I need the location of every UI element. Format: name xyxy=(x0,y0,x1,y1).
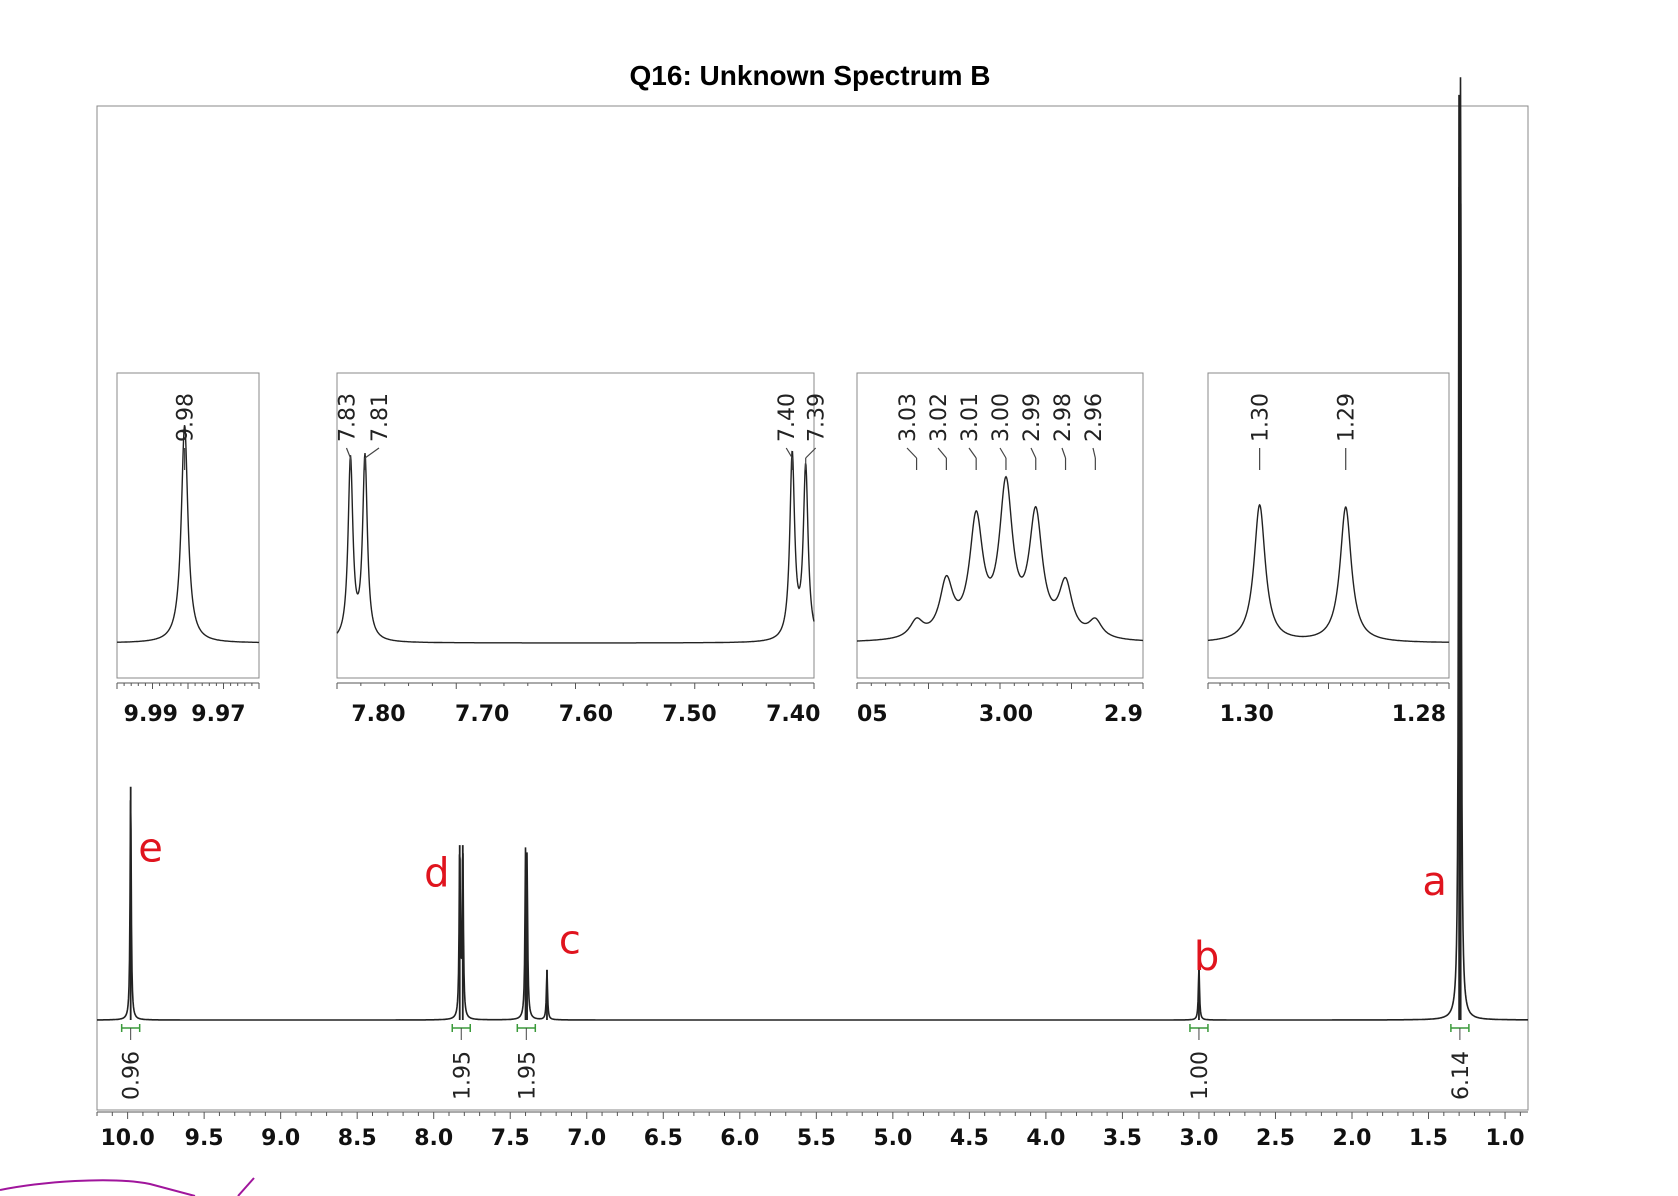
peak-annotations: e d c b a xyxy=(138,826,1447,980)
sketch-stroke xyxy=(237,1177,255,1196)
inset-aldehyde: 9.99 9.97 9.98 xyxy=(116,372,260,727)
inset-peak-leader xyxy=(364,447,380,459)
inset-tick-label: 1.28 xyxy=(1392,702,1446,727)
inset-peak-leader xyxy=(937,447,947,459)
inset-peak-leader xyxy=(1092,447,1096,459)
integral-value-0: 0.96 xyxy=(120,1051,145,1100)
inset-tick-label: 9.99 xyxy=(124,702,178,727)
inset-tick-label: 9.97 xyxy=(191,702,245,727)
inset-peak-leader xyxy=(1061,447,1067,459)
inset-tick-label: 7.50 xyxy=(662,702,716,727)
inset-panels: 9.99 9.97 9.98 7.80 7.70 7.60 7.50 7.40 7.83 7.81… xyxy=(116,372,1450,727)
inset-peak-label: 3.00 xyxy=(989,393,1014,442)
x-tick-label: 3.0 xyxy=(1179,1126,1218,1151)
x-tick-label: 5.5 xyxy=(797,1126,836,1151)
inset-peak-label: 9.98 xyxy=(174,393,199,442)
inset-peak-leader xyxy=(785,447,793,459)
x-tick-label: 7.5 xyxy=(491,1126,530,1151)
sketch-stroke xyxy=(0,1179,196,1196)
inset-tick-label: 1.30 xyxy=(1220,702,1274,727)
inset-peak-label: 3.01 xyxy=(958,393,983,442)
inset-tick-label: 05 xyxy=(857,702,888,727)
inset-tick-label: 3.00 xyxy=(979,702,1033,727)
integral-value-4: 6.14 xyxy=(1449,1051,1474,1100)
inset-peak-label: 7.39 xyxy=(805,393,830,442)
inset-peak-label: 7.81 xyxy=(368,393,393,442)
x-tick-label: 9.0 xyxy=(261,1126,300,1151)
inset-tick-label: 7.40 xyxy=(766,702,820,727)
annotation-e: e xyxy=(138,826,163,872)
inset-tick-label: 7.80 xyxy=(351,702,405,727)
x-tick-label: 1.0 xyxy=(1486,1126,1525,1151)
annotation-d: d xyxy=(424,851,449,897)
inset-peak-leader xyxy=(968,447,977,459)
inset-septet: 05 3.00 2.93.03 3.02 3.01 3.00 2.99 2.98 2.96 xyxy=(856,372,1144,727)
x-tick-label: 6.5 xyxy=(644,1126,683,1151)
x-tick-label: 8.5 xyxy=(338,1126,377,1151)
main-plot-frame xyxy=(96,105,1529,1111)
inset-peak-leader xyxy=(999,447,1007,459)
chart-title: Q16: Unknown Spectrum B xyxy=(629,60,991,91)
x-tick-label: 5.0 xyxy=(873,1126,912,1151)
inset-aromatic: 7.80 7.70 7.60 7.50 7.407.83 7.81 7.40 7.39 xyxy=(335,372,830,727)
integral-value-3: 1.00 xyxy=(1188,1051,1213,1100)
x-tick-label: 10.0 xyxy=(100,1126,154,1151)
x-tick-label: 4.5 xyxy=(950,1126,989,1151)
inset-peak-label: 7.83 xyxy=(335,393,360,442)
inset-tick-label: 7.60 xyxy=(559,702,613,727)
x-tick-label: 8.0 xyxy=(414,1126,453,1151)
x-tick-label: 2.0 xyxy=(1333,1126,1372,1151)
inset-peak-leader xyxy=(345,447,352,459)
inset-trace xyxy=(1207,503,1450,643)
inset-trace xyxy=(336,450,815,644)
x-tick-label: 6.0 xyxy=(720,1126,759,1151)
x-tick-label: 4.0 xyxy=(1026,1126,1065,1151)
x-tick-label: 9.5 xyxy=(185,1126,224,1151)
annotation-a: a xyxy=(1422,859,1447,905)
inset-peak-label: 3.02 xyxy=(927,393,952,442)
inset-peak-label: 2.98 xyxy=(1051,393,1076,442)
inset-trace xyxy=(857,475,1143,642)
handwritten-sketch xyxy=(0,1177,255,1196)
main-spectrum xyxy=(97,77,1528,1021)
x-tick-label: 1.5 xyxy=(1409,1126,1448,1151)
inset-peak-label: 2.99 xyxy=(1020,393,1045,442)
integral-markers: 0.96 1.95 1.95 1.00 6.14 xyxy=(120,1024,1474,1100)
x-axis: 10.0 9.5 9.0 8.5 8.0 7.5 7.0 6.5 6.0 5.5 5.0 4.5 4.0… xyxy=(96,1111,1528,1151)
inset-peak-label: 1.30 xyxy=(1249,393,1274,442)
inset-border xyxy=(1207,372,1450,679)
inset-tick-label: 7.70 xyxy=(455,702,509,727)
inset-peak-leader xyxy=(906,447,918,459)
annotation-b: b xyxy=(1194,934,1219,980)
integral-value-2: 1.95 xyxy=(515,1051,540,1100)
x-tick-label: 7.0 xyxy=(567,1126,606,1151)
inset-border xyxy=(336,372,815,679)
inset-peak-label: 1.29 xyxy=(1335,393,1360,442)
inset-tick-label: 2.9 xyxy=(1104,702,1143,727)
inset-peak-label: 7.40 xyxy=(775,393,800,442)
integral-value-1: 1.95 xyxy=(450,1051,475,1100)
inset-doublet: 1.30 1.28 1.30 1.29 xyxy=(1207,372,1450,727)
x-tick-label: 3.5 xyxy=(1103,1126,1142,1151)
inset-peak-label: 3.03 xyxy=(896,393,921,442)
inset-trace xyxy=(117,425,259,644)
annotation-c: c xyxy=(559,917,581,963)
inset-peak-leader xyxy=(1030,447,1037,459)
spectrum-trace xyxy=(97,77,1528,1021)
inset-peak-label: 2.96 xyxy=(1082,393,1107,442)
plot-border xyxy=(96,105,1529,1111)
x-tick-label: 2.5 xyxy=(1256,1126,1295,1151)
inset-peak-leader xyxy=(805,447,817,459)
